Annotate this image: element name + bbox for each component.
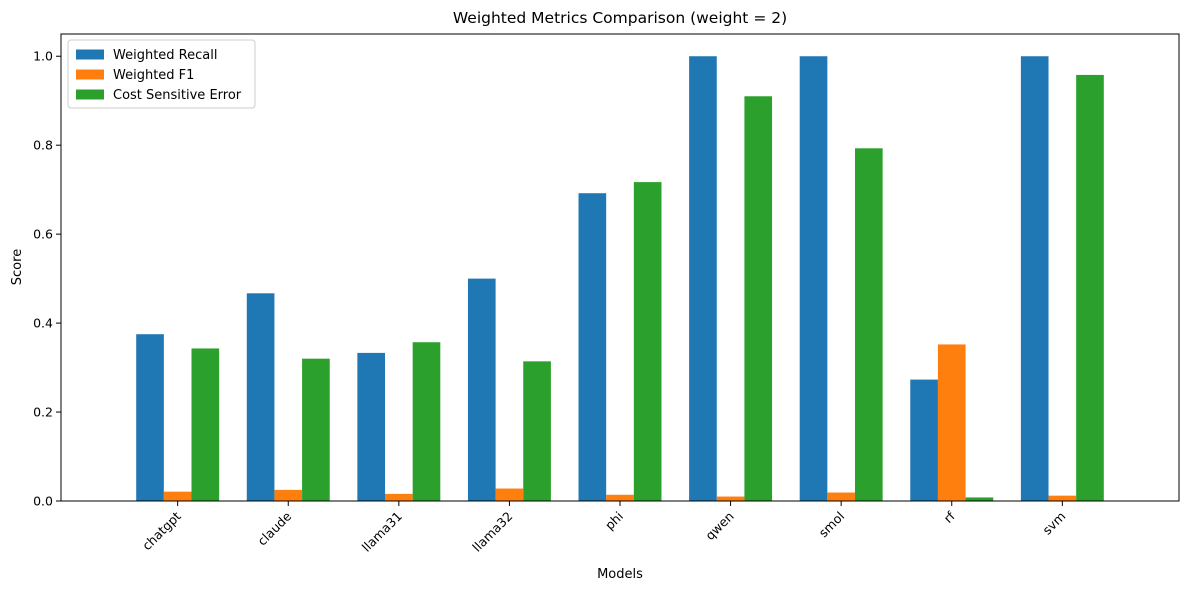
bar-weighted-recall-chatgpt [136, 334, 164, 501]
x-tick-label-llama32: llama32 [469, 509, 515, 555]
bar-cost-sensitive-error-chatgpt [191, 348, 220, 501]
bar-weighted-recall-rf [910, 379, 938, 501]
bar-weighted-f1-chatgpt [163, 491, 192, 501]
chart-title: Weighted Metrics Comparison (weight = 2) [453, 9, 787, 27]
x-axis-ticks: chatgpt claude llama31 llama32 phi qwen smol rf… [139, 501, 1068, 555]
x-tick-label-llama31: llama31 [359, 509, 405, 555]
bar-weighted-recall-llama31 [357, 352, 386, 501]
bar-cost-sensitive-error-claude [302, 358, 330, 501]
bar-cost-sensitive-error-qwen [744, 96, 773, 502]
x-axis-label: Models [597, 567, 643, 582]
bar-weighted-recall-llama32 [467, 278, 496, 501]
bar-cost-sensitive-error-svm [1076, 74, 1104, 502]
bar-weighted-f1-smol [827, 492, 855, 501]
bar-weighted-recall-phi [578, 193, 607, 501]
bars-group [136, 56, 1104, 502]
bar-cost-sensitive-error-smol [854, 148, 883, 502]
x-tick-label-qwen: qwen [702, 509, 736, 543]
legend-swatch-weighted-recall [76, 49, 104, 60]
bar-weighted-recall-claude [246, 293, 275, 501]
x-tick-label-rf: rf [941, 508, 959, 526]
plot-area-frame [60, 33, 1180, 502]
legend-swatch-cost-sensitive-error [76, 89, 104, 100]
y-tick-label: 0.4 [33, 316, 53, 331]
legend-label: Cost Sensitive Error [113, 88, 242, 103]
x-tick-label-svm: svm [1039, 509, 1068, 538]
bar-cost-sensitive-error-phi [633, 182, 662, 502]
y-tick-label: 0.2 [33, 405, 53, 420]
x-tick-label-claude: claude [254, 508, 294, 548]
bar-weighted-recall-svm [1020, 56, 1049, 502]
legend-swatch-weighted-f1 [76, 69, 104, 80]
y-tick-label: 0.0 [33, 494, 53, 509]
y-tick-label: 0.8 [33, 138, 53, 153]
legend-label: Weighted F1 [113, 68, 194, 83]
legend-label: Weighted Recall [113, 48, 217, 63]
bar-weighted-f1-llama31 [385, 493, 413, 501]
bar-weighted-f1-svm [1048, 495, 1077, 501]
bar-weighted-f1-llama32 [495, 488, 524, 501]
legend: Weighted Recall Weighted F1 Cost Sensitive… [67, 39, 256, 109]
y-tick-label: 1.0 [33, 49, 53, 64]
legend-frame [67, 39, 256, 109]
bar-weighted-f1-qwen [716, 496, 745, 501]
bar-weighted-f1-phi [606, 494, 634, 501]
bar-weighted-f1-rf [937, 344, 966, 501]
x-tick-label-chatgpt: chatgpt [139, 508, 184, 553]
bar-cost-sensitive-error-llama32 [523, 361, 551, 501]
x-tick-label-smol: smol [816, 509, 848, 541]
y-tick-label: 0.6 [33, 227, 53, 242]
bar-weighted-recall-smol [799, 56, 828, 502]
bar-cost-sensitive-error-rf [965, 497, 994, 501]
bar-cost-sensitive-error-llama31 [412, 342, 441, 501]
x-tick-label-phi: phi [602, 509, 626, 533]
y-axis-ticks: 0.0 0.2 0.4 0.6 0.8 1.0 [33, 49, 61, 509]
bar-weighted-f1-claude [274, 489, 303, 501]
y-axis-label: Score [10, 249, 25, 285]
bar-weighted-recall-qwen [689, 56, 717, 502]
